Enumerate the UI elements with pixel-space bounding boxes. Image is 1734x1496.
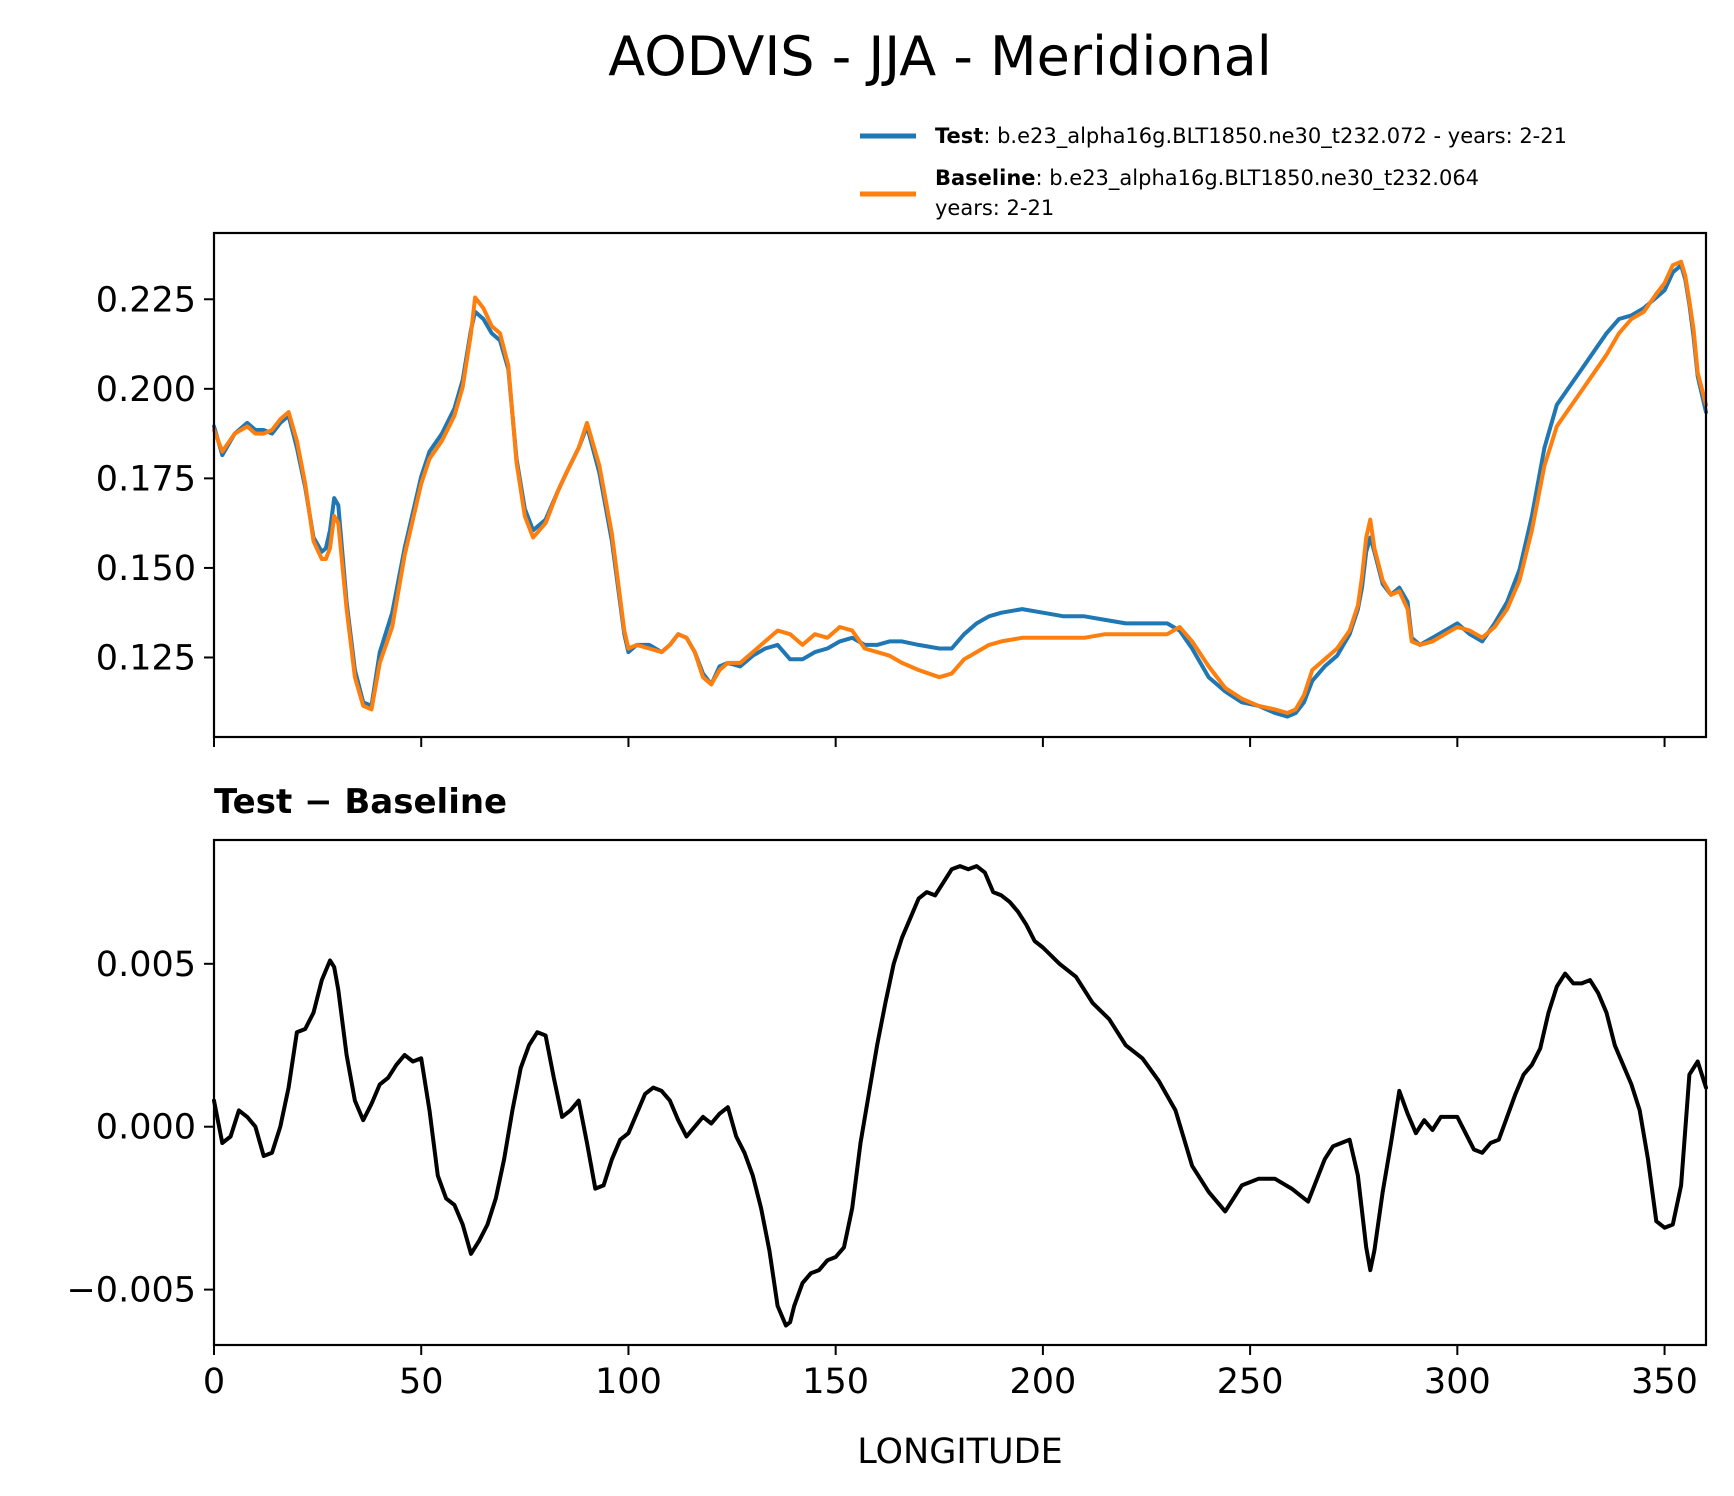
diff-plot-frame [212,838,1708,1347]
top-x-ticks [213,737,1666,747]
top-plot-frame [212,231,1708,739]
diff-x-tick-label: 50 [399,1362,444,1402]
diff-x-tick-label: 300 [1424,1362,1491,1402]
top-series-baseline [212,259,1708,715]
top-series-lines [212,259,1708,719]
diff-x-tick-label: 100 [595,1362,662,1402]
top-y-tick-label: 0.175 [96,459,196,499]
top-y-tick-label: 0.225 [96,280,196,320]
diff-y-tick-label: 0.000 [96,1108,196,1148]
legend-label-test-bold: Test [935,124,983,148]
diff-x-tick-label: 350 [1631,1362,1698,1402]
diff-panel: −0.005 0.000 0.005 0 50 100 150 200 250 300 350 [66,838,1708,1402]
diff-series-test-baseline [212,864,1708,1328]
diff-panel-title: Test − Baseline [214,782,507,822]
legend-label-baseline-bold: Baseline [935,166,1036,190]
diff-x-tick-label: 250 [1217,1362,1284,1402]
top-y-axis: 0.125 0.150 0.175 0.200 0.225 [96,280,214,678]
legend: Test: b.e23_alpha16g.BLT1850.ne30_t232.0… [860,124,1567,220]
diff-y-tick-label: 0.005 [96,945,196,985]
legend-label-test: Test: b.e23_alpha16g.BLT1850.ne30_t232.0… [935,124,1567,149]
legend-label-baseline-line2: years: 2-21 [935,196,1054,220]
diff-x-tick-label: 150 [802,1362,869,1402]
legend-label-baseline: Baseline: b.e23_alpha16g.BLT1850.ne30_t2… [935,166,1479,191]
diff-x-axis: 0 50 100 150 200 250 300 350 [203,1345,1698,1402]
legend-label-test-text: : b.e23_alpha16g.BLT1850.ne30_t232.072 -… [983,124,1567,149]
figure-title: AODVIS - JJA - Meridional [608,25,1271,88]
diff-y-axis: −0.005 0.000 0.005 [66,945,214,1311]
diff-x-tick-label: 200 [1009,1362,1076,1402]
top-y-tick-label: 0.125 [96,638,196,678]
diff-x-tick-label: 0 [203,1362,225,1402]
top-y-tick-label: 0.150 [96,549,196,589]
top-panel: 0.125 0.150 0.175 0.200 0.225 [96,231,1708,747]
diff-series-lines [212,864,1708,1328]
top-y-tick-label: 0.200 [96,370,196,410]
legend-label-baseline-text: : b.e23_alpha16g.BLT1850.ne30_t232.064 [1036,166,1480,191]
diff-y-tick-label: −0.005 [66,1271,196,1311]
x-axis-label: LONGITUDE [857,1432,1063,1472]
